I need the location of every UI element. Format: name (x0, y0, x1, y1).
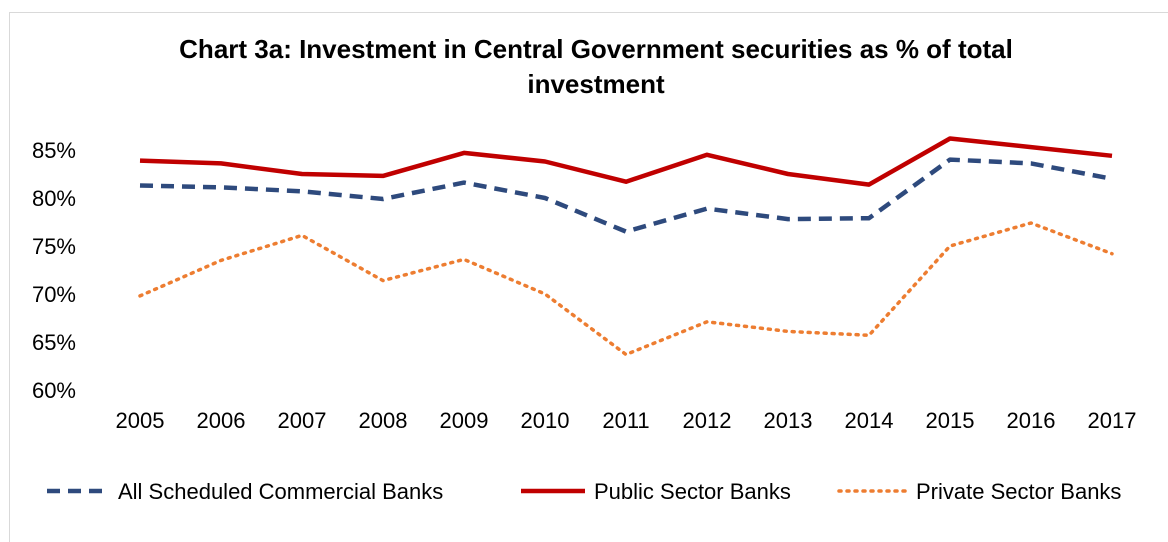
x-tick-label: 2008 (359, 408, 408, 433)
chart-frame (9, 12, 1168, 542)
legend-label-public-sector-banks: Public Sector Banks (594, 479, 791, 504)
series-line-public-sector-banks (139, 136, 1113, 187)
x-tick-label: 2011 (602, 408, 649, 433)
x-tick-label: 2016 (1007, 408, 1056, 433)
x-tick-label: 2013 (764, 408, 813, 433)
x-tick-label: 2014 (845, 408, 894, 433)
x-tick-label: 2010 (521, 408, 570, 433)
x-tick-label: 2017 (1088, 408, 1137, 433)
x-tick-label: 2015 (926, 408, 975, 433)
legend: All Scheduled Commercial Banks Public Sec… (47, 479, 1121, 504)
series-line-all-scheduled-commercial-banks (139, 157, 1113, 234)
x-tick-label: 2009 (440, 408, 489, 433)
y-tick-label: 70% (32, 282, 76, 307)
x-tick-label: 2006 (197, 408, 246, 433)
x-axis: 2005 2006 2007 2008 2009 2010 2011 2012 2013 2014… (116, 408, 1137, 433)
y-tick-label: 80% (32, 186, 76, 211)
x-tick-label: 2007 (278, 408, 327, 433)
y-axis: 85% 80% 75% 70% 65% 60% (32, 138, 76, 403)
x-tick-label: 2012 (683, 408, 732, 433)
y-tick-label: 60% (32, 378, 76, 403)
chart-title-line-2: investment (527, 69, 665, 99)
y-tick-label: 65% (32, 330, 76, 355)
series-layer (138, 136, 1114, 357)
x-tick-label: 2005 (116, 408, 165, 433)
legend-label-private-sector-banks: Private Sector Banks (916, 479, 1121, 504)
chart-title-line-1: Chart 3a: Investment in Central Governme… (179, 34, 1013, 64)
y-tick-label: 75% (32, 234, 76, 259)
legend-label-all-scheduled-commercial-banks: All Scheduled Commercial Banks (118, 479, 443, 504)
series-line-private-sector-banks (138, 221, 1114, 357)
y-tick-label: 85% (32, 138, 76, 163)
